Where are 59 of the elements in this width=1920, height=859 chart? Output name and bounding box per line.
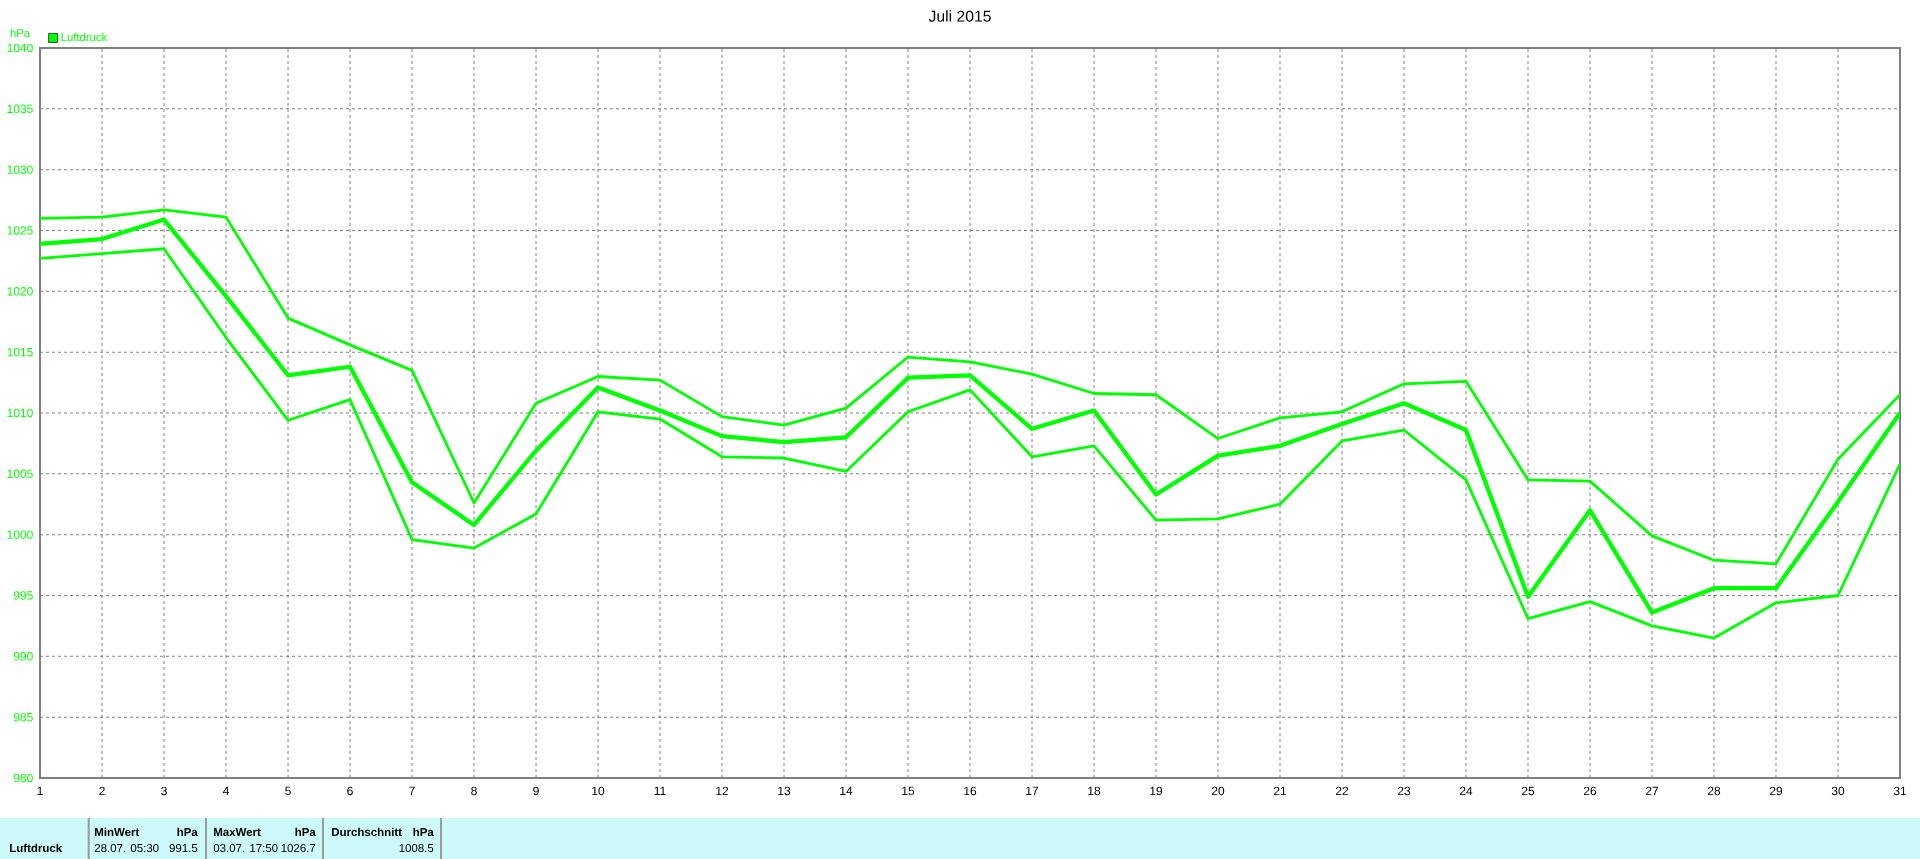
text: 1008.5 xyxy=(399,843,434,853)
x-tick-label: 20 xyxy=(1211,786,1225,796)
x-tick-label: 23 xyxy=(1397,786,1411,796)
x-tick-label: 27 xyxy=(1645,786,1659,796)
x-tick-label: 18 xyxy=(1088,786,1101,796)
text: 28.07. 05:30 xyxy=(94,843,159,853)
x-tick-label: 19 xyxy=(1150,786,1163,796)
text: Luftdruck xyxy=(10,843,63,853)
text: hPa xyxy=(177,827,198,837)
x-tick-label: 17 xyxy=(1026,786,1039,795)
text: 991.5 xyxy=(169,843,198,853)
y-tick-label: 1040 xyxy=(7,43,33,53)
x-tick-label: 12 xyxy=(716,786,729,796)
x-tick-label: 10 xyxy=(592,786,605,796)
x-tick-label: 30 xyxy=(1831,786,1845,796)
text: Durchschnitt xyxy=(332,827,402,837)
chart-title: Juli 2015 xyxy=(928,10,991,22)
x-tick-label: 6 xyxy=(347,786,353,796)
x-tick-label: 11 xyxy=(654,786,666,795)
y-tick-label: 1005 xyxy=(7,469,33,479)
text: 03.07. 17:50 xyxy=(213,843,278,853)
text: hPa xyxy=(413,827,434,837)
x-tick-label: 24 xyxy=(1459,786,1473,796)
legend-label: Luftdruck xyxy=(61,32,108,42)
y-tick-label: 990 xyxy=(13,652,33,661)
x-tick-label: 28 xyxy=(1707,786,1721,796)
x-tick-label: 1 xyxy=(37,786,43,795)
text: 1026.7 xyxy=(281,843,316,853)
x-tick-label: 16 xyxy=(964,786,977,796)
x-tick-label: 9 xyxy=(533,786,539,796)
y-axis-title: hPa xyxy=(10,28,31,38)
y-tick-label: 1000 xyxy=(7,530,33,539)
x-tick-label: 14 xyxy=(840,786,853,795)
y-tick-label: 1035 xyxy=(7,104,33,114)
x-tick-label: 7 xyxy=(409,786,415,795)
y-tick-label: 995 xyxy=(13,591,33,600)
y-tick-label: 1010 xyxy=(7,408,33,418)
x-tick-label: 26 xyxy=(1583,786,1597,796)
x-tick-label: 2 xyxy=(99,786,105,796)
y-tick-label: 1030 xyxy=(7,165,33,174)
text: MinWert xyxy=(95,827,140,837)
y-tick-label: 980 xyxy=(13,773,33,783)
x-tick-label: 4 xyxy=(222,786,229,795)
y-tick-label: 1015 xyxy=(7,347,33,357)
x-tick-label: 13 xyxy=(778,786,791,796)
y-tick-label: 985 xyxy=(13,712,33,722)
x-tick-label: 21 xyxy=(1273,786,1287,796)
x-tick-label: 29 xyxy=(1769,786,1783,796)
y-tick-label: 1025 xyxy=(7,226,33,235)
y-tick-label: 1020 xyxy=(7,287,33,296)
x-tick-label: 3 xyxy=(161,786,167,796)
text: hPa xyxy=(295,827,316,837)
x-tick-label: 31 xyxy=(1893,786,1907,796)
text: MaxWert xyxy=(214,828,261,837)
x-tick-label: 25 xyxy=(1521,786,1535,796)
x-tick-label: 8 xyxy=(471,786,477,796)
x-tick-label: 5 xyxy=(285,786,291,796)
x-tick-label: 15 xyxy=(902,786,915,796)
x-tick-label: 22 xyxy=(1335,786,1349,796)
